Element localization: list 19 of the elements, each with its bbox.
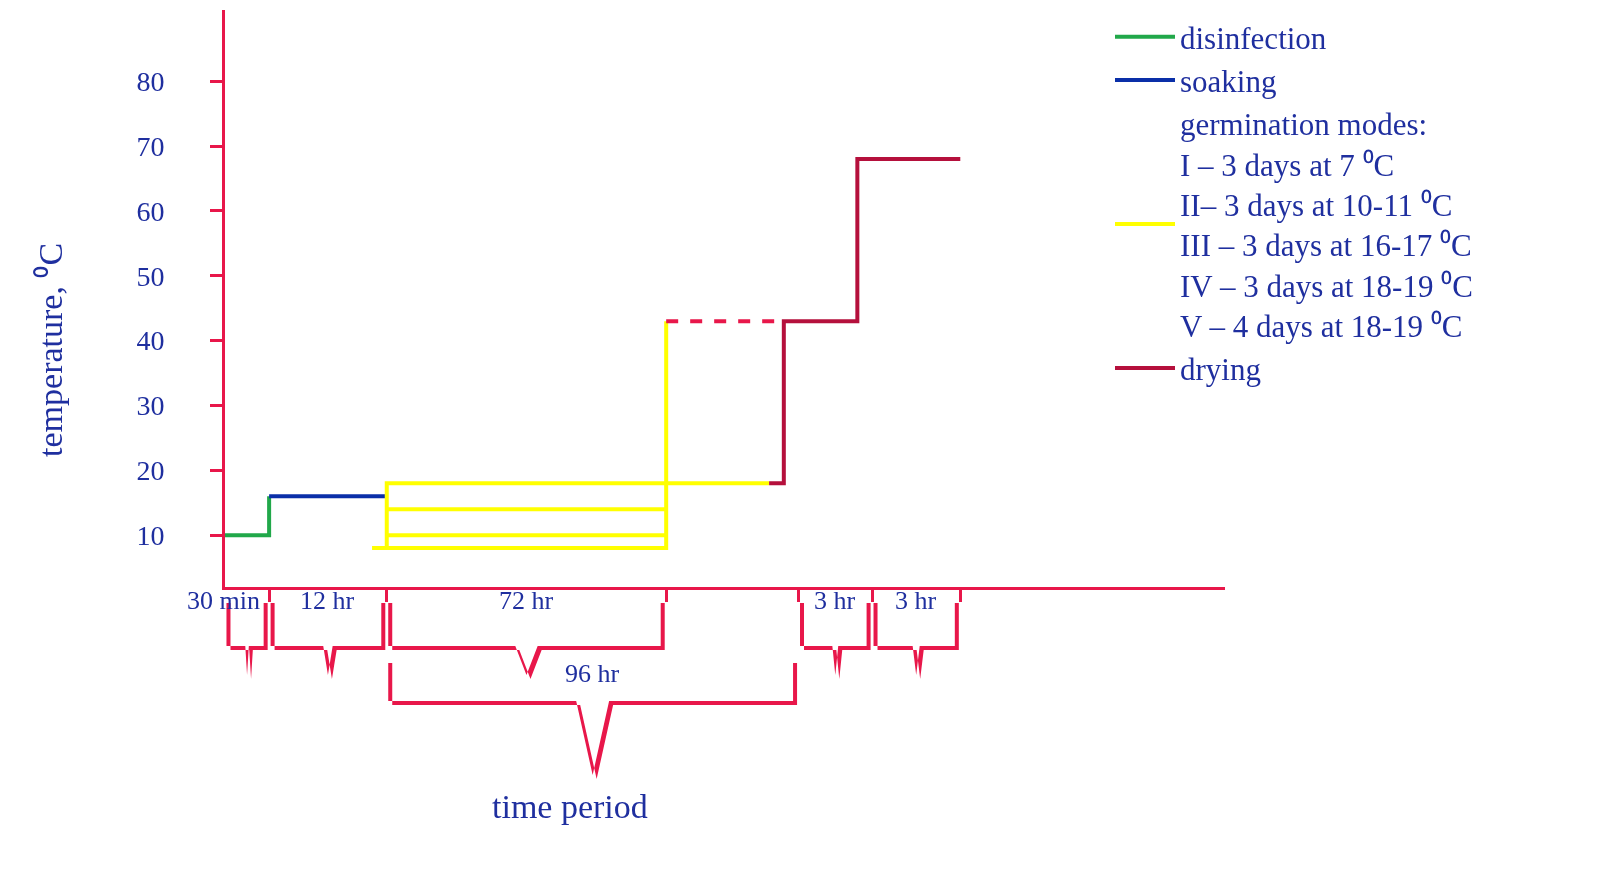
- text: 96 hr: [565, 659, 620, 688]
- y-tick-label: 50: [136, 260, 165, 292]
- y-tick-label: 10: [136, 519, 165, 551]
- annotation: 3 hr: [814, 586, 856, 615]
- legend-label: drying: [1180, 352, 1261, 388]
- y-tick-label: 20: [136, 455, 165, 487]
- annotation: 12 hr: [300, 586, 355, 615]
- y-tick-label: 40: [136, 325, 165, 357]
- legend-label: disinfection: [1180, 20, 1327, 56]
- legend-label: soaking: [1180, 64, 1277, 100]
- y-tick-label: 30: [136, 390, 165, 422]
- annotation: 30 min: [187, 586, 260, 615]
- y-tick-label: 70: [136, 130, 165, 162]
- annotation: 72 hr: [499, 586, 554, 615]
- y-tick-label: 60: [136, 195, 165, 227]
- annotation: 3 hr: [895, 586, 937, 615]
- y-axis-title: temperature, ⁰C: [32, 242, 70, 457]
- text: time period: [492, 788, 648, 825]
- y-tick-label: 80: [136, 66, 165, 98]
